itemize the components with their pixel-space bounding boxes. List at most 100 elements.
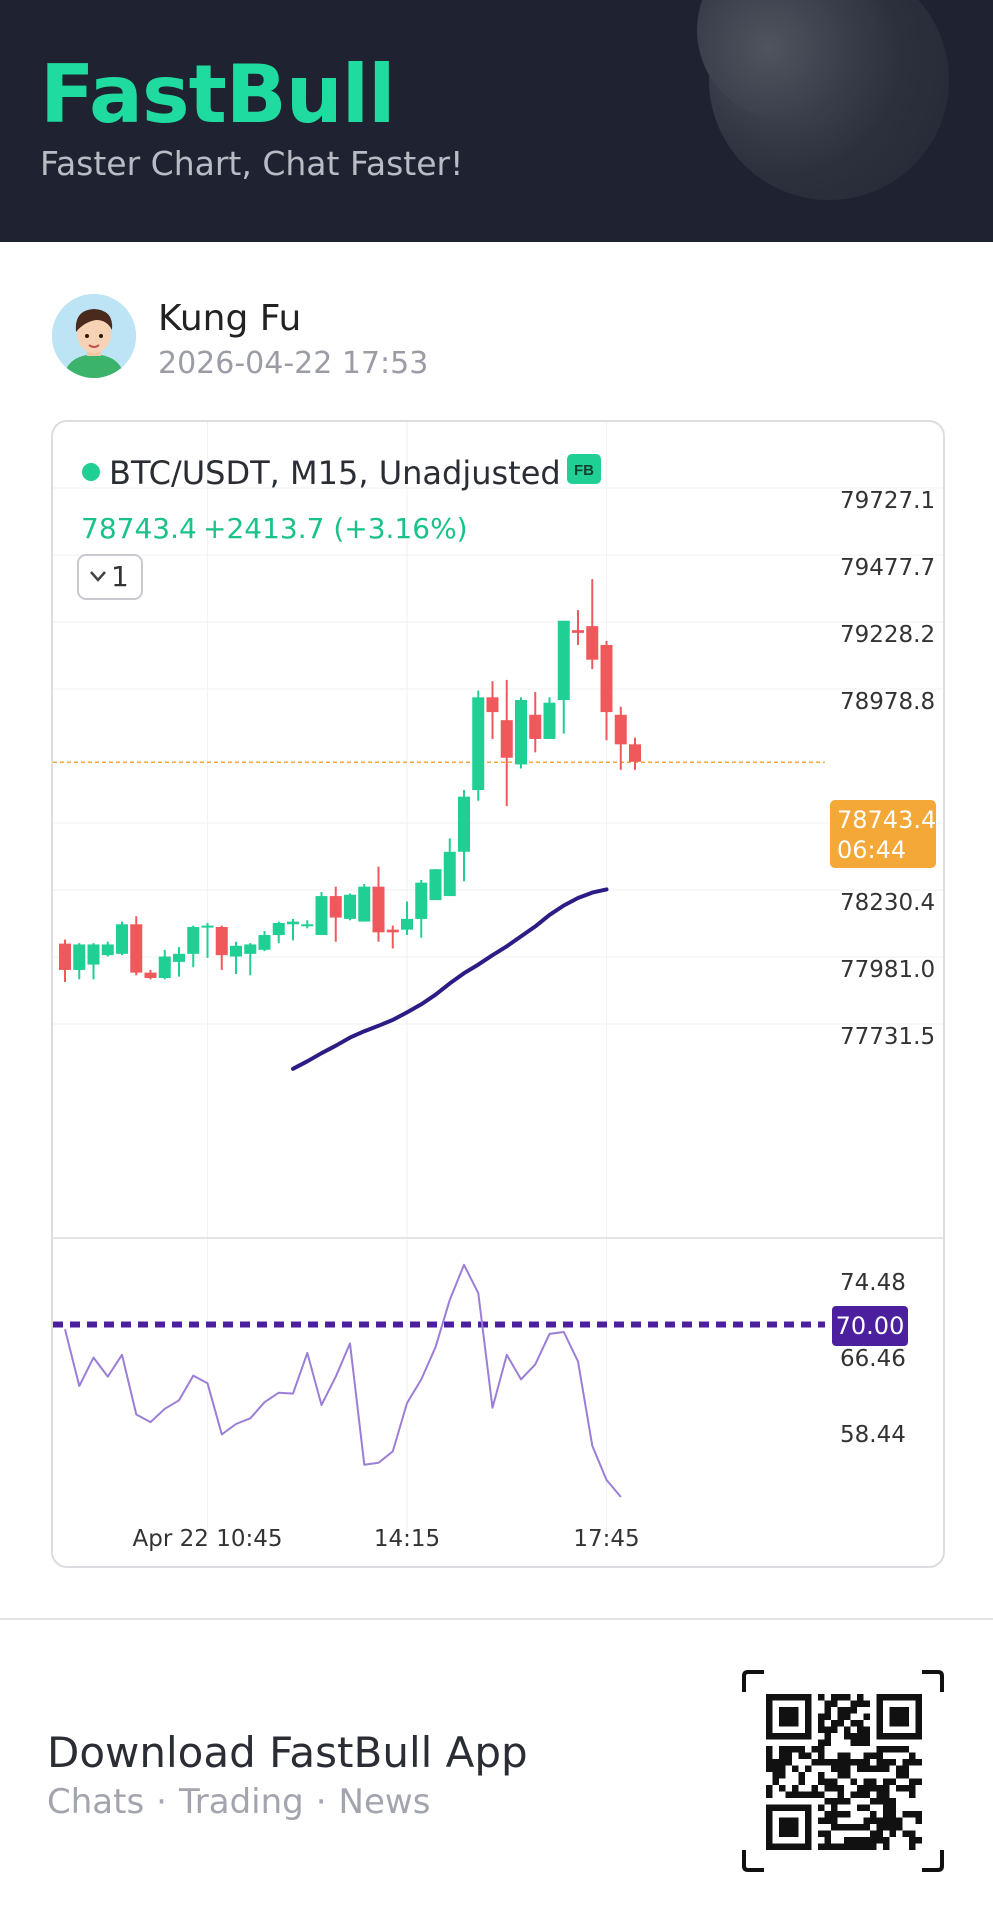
candle — [515, 697, 527, 769]
candle — [173, 947, 185, 977]
price-change: +2413.7 (+3.16%) — [203, 512, 468, 545]
interval-dropdown-box[interactable] — [77, 554, 143, 600]
interval-dropdown[interactable]: 1 — [77, 554, 143, 600]
candle — [87, 943, 100, 980]
candle — [415, 879, 428, 938]
fb-badge-icon — [567, 454, 601, 484]
candle — [557, 620, 570, 734]
candle-body — [215, 926, 228, 956]
candle-body — [529, 714, 542, 739]
candle-body — [386, 929, 399, 933]
candle-body — [600, 644, 613, 713]
sub-item-chats: Chats — [47, 1782, 145, 1822]
x-tick-label: 17:45 — [573, 1526, 639, 1552]
candle — [500, 679, 513, 807]
download-title[interactable]: Download FastBull App — [47, 1728, 528, 1777]
candle — [344, 893, 356, 921]
candle — [458, 789, 470, 882]
candle — [187, 925, 200, 968]
candle-body — [329, 896, 342, 918]
status-dot-icon — [82, 463, 100, 481]
candle-body — [458, 796, 470, 852]
candle-body — [358, 886, 371, 922]
avatar-icon — [52, 294, 136, 378]
x-tick-label: 14:15 — [374, 1526, 440, 1552]
chart-title: BTC/USDT, M15, Unadjusted — [109, 454, 561, 492]
candle — [315, 892, 328, 936]
candle — [130, 916, 143, 976]
y-tick-label: 79477.7 — [840, 555, 935, 581]
candle — [215, 925, 228, 970]
separator: · — [315, 1782, 327, 1822]
rsi-tick-label: 58.44 — [840, 1422, 906, 1448]
candle — [101, 941, 114, 957]
candle-body — [372, 886, 385, 933]
sub-item-trading: Trading — [178, 1782, 304, 1822]
price-tag-value: 78743.4 — [837, 806, 936, 834]
candle-body — [401, 918, 413, 930]
candle-body — [486, 697, 499, 713]
candle — [201, 922, 214, 958]
candle — [230, 941, 242, 974]
candle-body — [344, 894, 356, 919]
candle-body — [614, 714, 627, 745]
qr-code-icon — [742, 1670, 944, 1872]
candle-body — [472, 697, 485, 790]
last-price: 78743.4 — [81, 512, 197, 545]
y-tick-label: 77981.0 — [840, 957, 935, 983]
fb-badge: FB — [574, 462, 594, 479]
moving-average-line — [291, 887, 609, 1071]
brand-logo-text: FastBull — [40, 48, 396, 141]
candle-body — [572, 630, 584, 633]
candle — [301, 920, 314, 929]
author-name[interactable]: Kung Fu — [158, 298, 302, 339]
candle-body — [144, 972, 157, 978]
candle-body — [59, 943, 71, 970]
candle — [529, 691, 542, 753]
candle — [472, 690, 485, 801]
y-tick-label: 77731.5 — [840, 1024, 935, 1050]
price-chart[interactable]: 74.48 66.46 58.44 79727.1 79477.7 79228.2 789… — [53, 422, 943, 1566]
candle-body — [101, 944, 114, 956]
x-tick-label: Apr 22 10:45 — [133, 1526, 283, 1552]
candle-body — [158, 956, 171, 978]
candle-body — [87, 944, 100, 965]
candle-body — [130, 924, 143, 973]
candle-body — [586, 626, 599, 660]
candle-body — [443, 851, 456, 897]
chevron-down-icon — [90, 571, 106, 582]
candle — [158, 949, 171, 980]
candles — [59, 579, 641, 983]
candle-body — [629, 744, 641, 762]
candle — [372, 866, 385, 942]
candle-body — [543, 702, 556, 739]
candle — [401, 901, 413, 936]
rsi-threshold-label: 70.00 — [836, 1312, 905, 1340]
y-tick-label: 79727.1 — [840, 488, 935, 514]
candle-body — [287, 921, 299, 925]
candle-body — [201, 925, 214, 928]
candle-body — [244, 944, 257, 954]
candle — [443, 838, 456, 897]
ma-series — [291, 887, 609, 1071]
candle-body — [515, 700, 527, 765]
candle-body — [500, 720, 513, 758]
rsi-panel: 74.48 66.46 58.44 — [53, 1263, 906, 1498]
candle-body — [315, 896, 328, 936]
candle-body — [272, 922, 285, 936]
y-tick-label: 78978.8 — [840, 689, 935, 715]
qr-code[interactable] — [742, 1670, 944, 1872]
candle-body — [557, 620, 570, 701]
candle-body — [301, 924, 314, 927]
chart-grid — [53, 422, 943, 1540]
rsi-threshold-bg — [832, 1306, 908, 1346]
candle — [59, 939, 71, 983]
price-chart-card[interactable]: 74.48 66.46 58.44 79727.1 79477.7 79228.2 789… — [51, 420, 945, 1568]
rsi-series — [64, 1263, 622, 1498]
chart-axes: 79727.179477.779228.278978.878479.978230… — [133, 488, 936, 1552]
candle — [429, 869, 442, 901]
avatar[interactable] — [52, 294, 136, 378]
candle — [358, 883, 371, 922]
candle-body — [415, 882, 428, 919]
interval-value: 1 — [111, 560, 129, 593]
